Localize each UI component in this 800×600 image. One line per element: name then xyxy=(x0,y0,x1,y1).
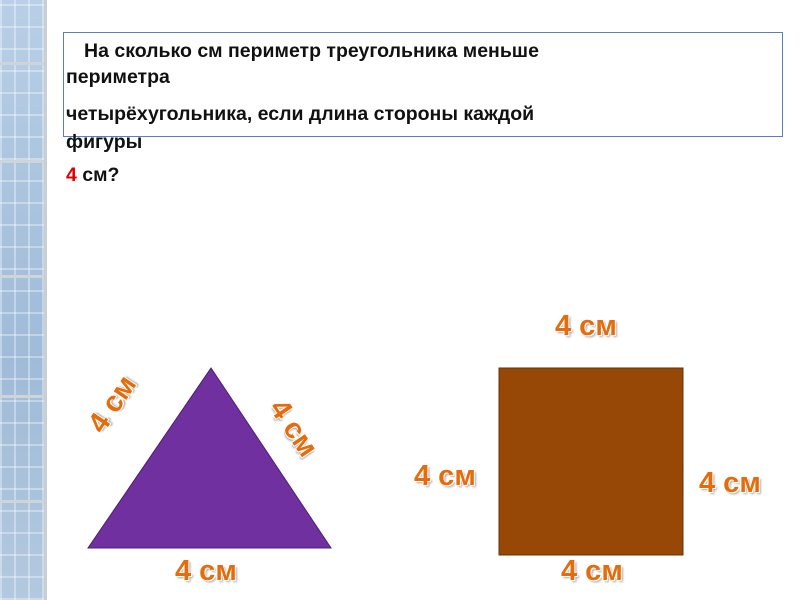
triangle-bottom-label: 4 см xyxy=(175,555,237,587)
question-line-5: 4 см? xyxy=(66,164,119,187)
square-top-label: 4 см xyxy=(555,310,617,342)
question-line-4: фигуры xyxy=(66,131,143,153)
question-unit: см? xyxy=(76,164,120,186)
question-line-1: На сколько см периметр треугольника мень… xyxy=(84,40,539,62)
question-line-2: периметра xyxy=(66,66,170,88)
square-bottom-label: 4 см xyxy=(561,555,623,587)
highlight-number: 4 xyxy=(66,164,77,186)
triangle-shape xyxy=(87,367,332,549)
square-right-label: 4 см xyxy=(699,467,761,499)
question-box xyxy=(63,32,783,137)
square-left-label: 4 см xyxy=(414,460,476,492)
square-shape xyxy=(498,367,684,556)
decorative-side-strip xyxy=(0,0,47,600)
question-line-3: четырёхугольника, если длина стороны каж… xyxy=(66,103,535,125)
